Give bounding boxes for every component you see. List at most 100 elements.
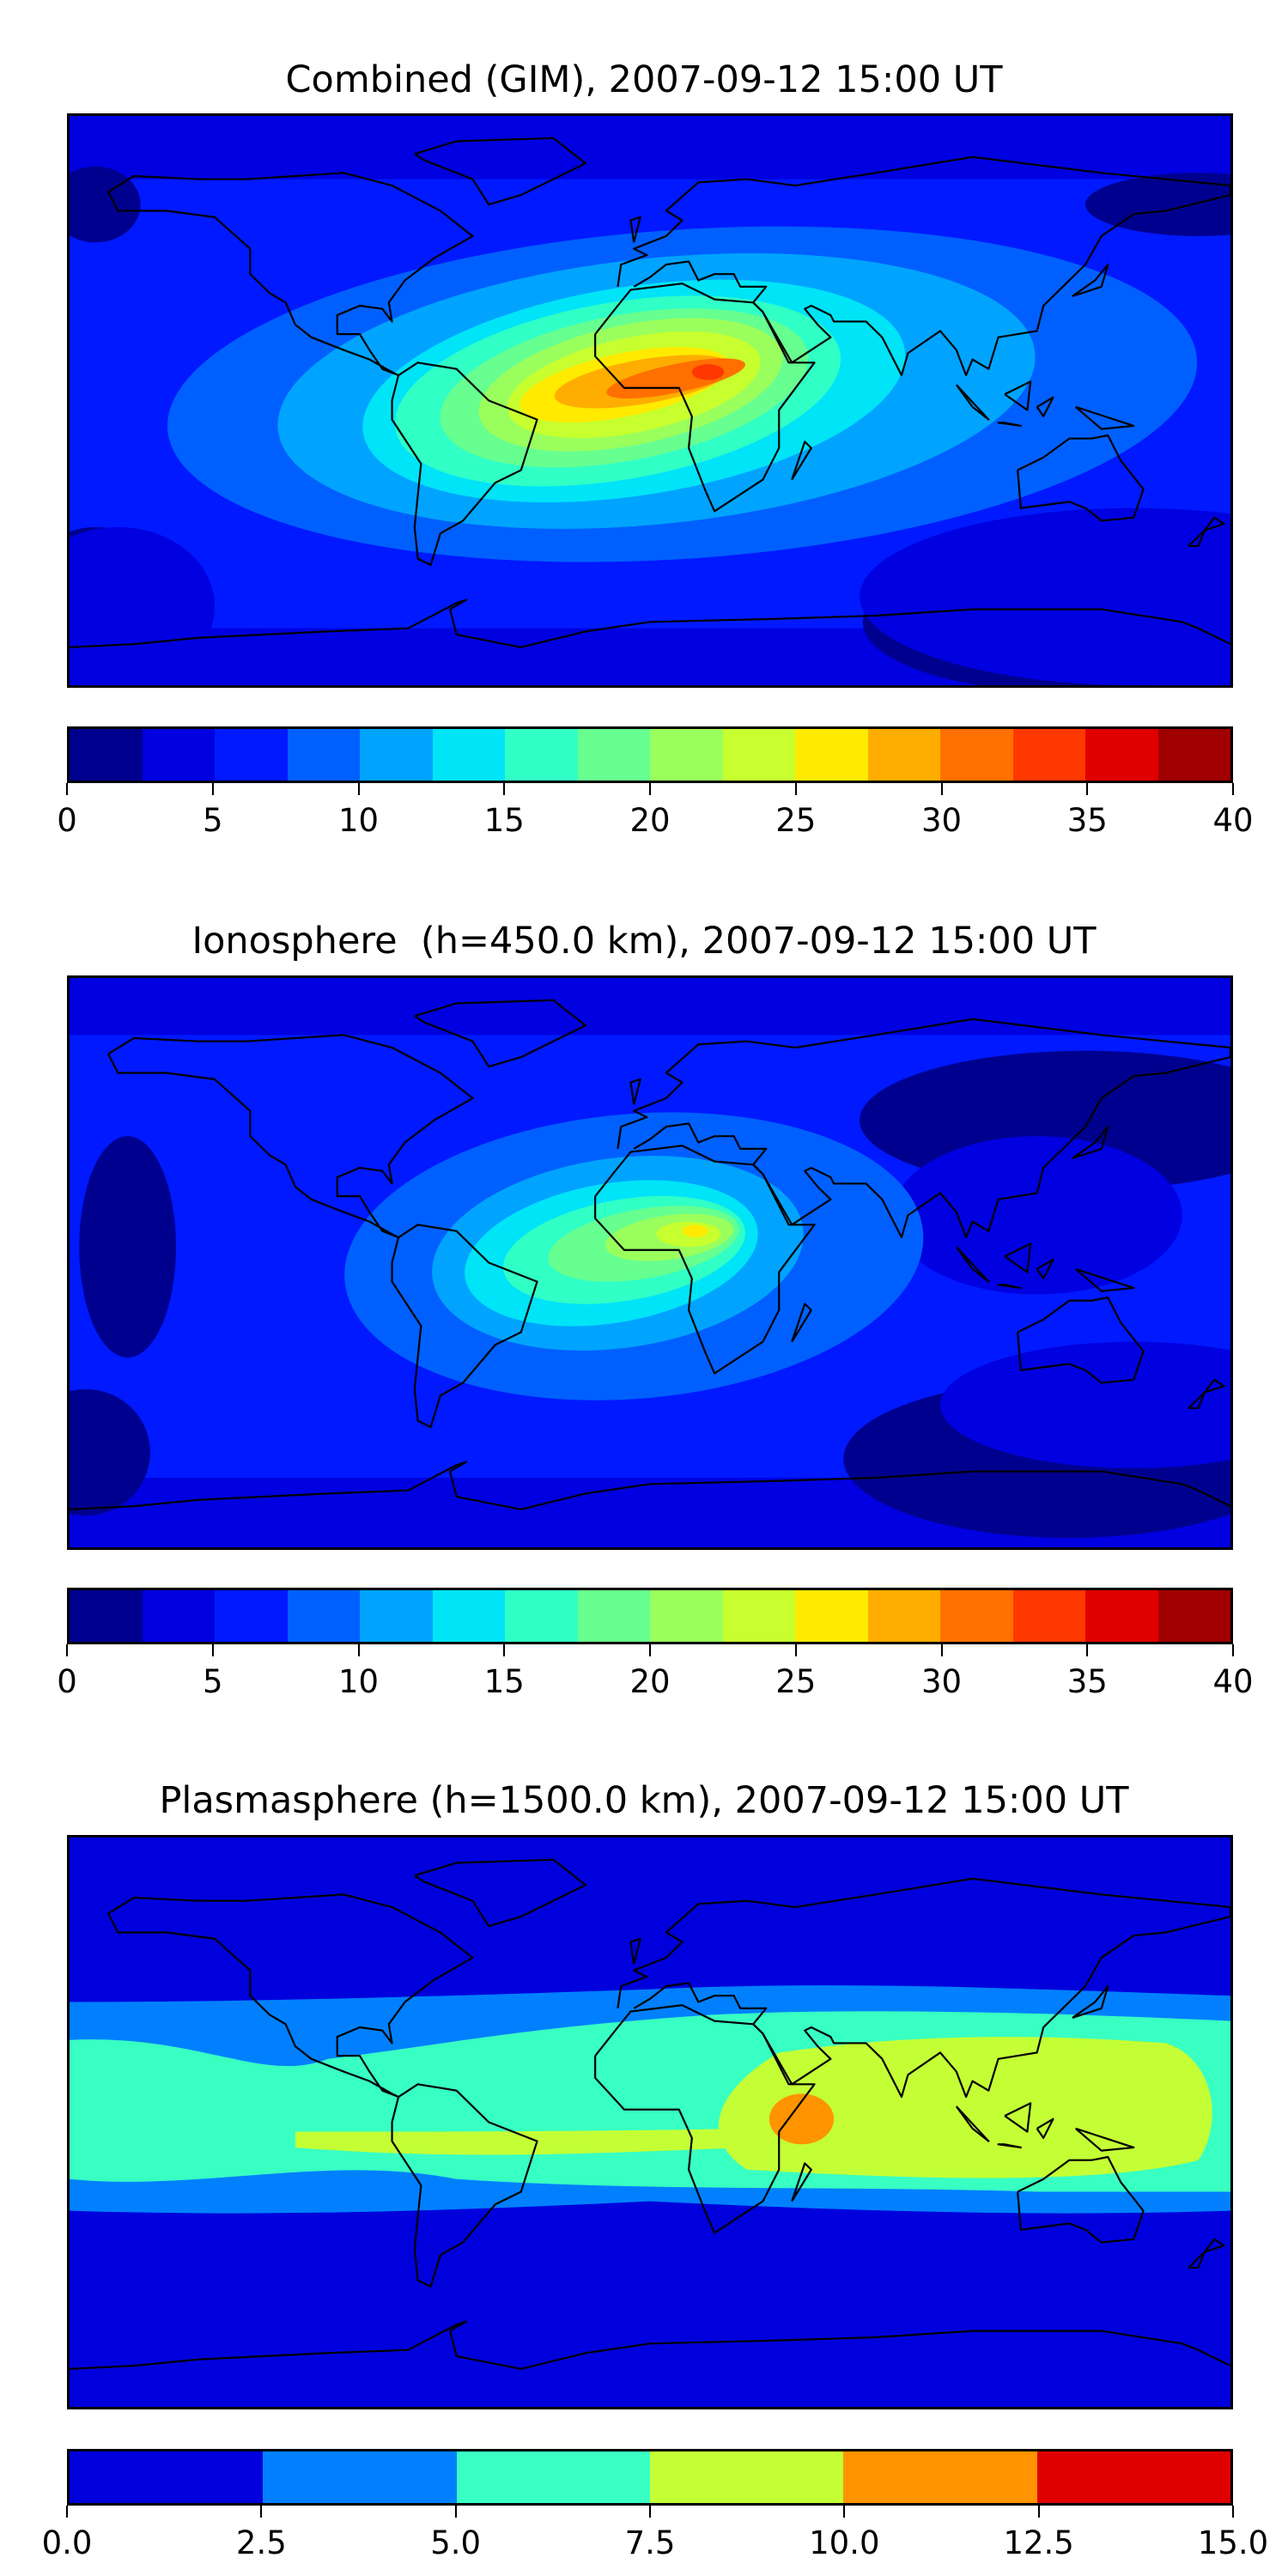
- colorbar-segment: [795, 1590, 868, 1642]
- coastline: [392, 1224, 538, 1427]
- colorbar-tick-label: 10: [337, 1663, 380, 1700]
- coastline: [1005, 1243, 1030, 1272]
- coastline: [1076, 2129, 1134, 2151]
- colorbar-ticks-combined: 0 5 10 15 20 25 30 35 40: [57, 783, 1254, 852]
- colorbar-tick: [1086, 783, 1089, 795]
- coastline: [1205, 2239, 1224, 2252]
- colorbar-tick-label: 20: [629, 802, 671, 839]
- colorbar-tick: [357, 1644, 360, 1656]
- colorbar-tick-label: 5.0: [430, 2524, 482, 2561]
- colorbar-tick: [454, 2506, 457, 2518]
- coastline: [392, 362, 538, 565]
- coastline: [999, 2144, 1021, 2148]
- colorbar-segment: [505, 729, 578, 781]
- coastline: [1018, 2157, 1143, 2242]
- colorbar-tick-label: 30: [920, 802, 963, 839]
- colorbar-tick: [66, 783, 68, 795]
- colorbar-segment: [940, 1590, 1013, 1642]
- contour-band-level-0: [70, 166, 141, 243]
- coastline: [630, 217, 640, 242]
- colorbar-segment: [867, 1590, 940, 1642]
- colorbar-tick-label: 20: [629, 1663, 671, 1700]
- colorbar-tick-label: 7.5: [624, 2524, 676, 2561]
- coastline: [1037, 2119, 1054, 2138]
- colorbar-tick-label: 15.0: [1197, 2524, 1269, 2561]
- colorbar-segment: [287, 1590, 360, 1642]
- coastline: [70, 1462, 1230, 1510]
- colorbar-segment: [1012, 729, 1085, 781]
- contour-band-level-0: [70, 1388, 150, 1516]
- coastline: [617, 1879, 1230, 2097]
- contour-band-level-3: [295, 2128, 747, 2155]
- colorbar-segment: [577, 1590, 650, 1642]
- colorbar-segment: [142, 1590, 215, 1642]
- coastline: [999, 422, 1021, 426]
- colorbar-tick-label: 15: [483, 802, 525, 839]
- colorbar-segment: [795, 729, 868, 781]
- colorbar-tick: [1232, 2506, 1234, 2518]
- coastline: [108, 1894, 472, 2097]
- colorbar-segment: [1036, 2451, 1230, 2503]
- colorbar-tick-label: 2.5: [235, 2524, 287, 2561]
- colorbar-segment: [1012, 1590, 1085, 1642]
- colorbar-segment: [649, 2451, 844, 2503]
- coastline: [1072, 1127, 1108, 1158]
- map-plasmasphere: [67, 1835, 1233, 2409]
- colorbar-ticks-plasmasphere: 0.0 2.5 5.0 7.5 10.0 12.5 15.0: [42, 2506, 1268, 2574]
- colorbar-segment: [1085, 1590, 1158, 1642]
- coastline: [957, 385, 989, 420]
- colorbar-tick-label: 25: [775, 1663, 817, 1700]
- colorbar-tick-label: 10: [337, 802, 380, 839]
- colorbar-tick: [649, 1644, 651, 1656]
- colorbar-segment: [456, 2451, 650, 2503]
- coastline: [630, 1939, 640, 1964]
- coastline: [595, 1145, 814, 1373]
- colorbar-segment: [1157, 729, 1230, 781]
- chart-title-plasmasphere: Plasmasphere (h=1500.0 km), 2007-09-12 1…: [159, 1779, 1129, 1822]
- colorbar-segment: [360, 729, 433, 781]
- coastline: [108, 173, 472, 375]
- colorbar-segment: [70, 2451, 264, 2503]
- coastline: [792, 2163, 811, 2201]
- colorbar-tick: [260, 2506, 263, 2518]
- colorbar-tick-label: 35: [1066, 802, 1108, 839]
- colorbar-tick-label: 35: [1066, 1663, 1108, 1700]
- colorbar-combined: [67, 726, 1233, 783]
- contour-band-level-1: [70, 116, 1230, 179]
- colorbar-tick-label: 0: [57, 1663, 77, 1700]
- contour-band-level-1: [940, 1341, 1230, 1468]
- coastline: [1037, 1260, 1054, 1279]
- colorbar-segment: [432, 729, 505, 781]
- coastline: [1005, 381, 1030, 410]
- colorbar-tick: [940, 1644, 943, 1656]
- colorbar-tick: [211, 783, 214, 795]
- colorbar-tick-label: 0.0: [41, 2524, 93, 2561]
- contour-band-level-4: [769, 2093, 835, 2145]
- coastline: [792, 1303, 811, 1341]
- coastline: [999, 1285, 1021, 1288]
- colorbar-segment: [263, 2451, 457, 2503]
- map-ionosphere: [67, 975, 1233, 1550]
- coastline: [1188, 531, 1205, 546]
- coastline: [630, 1079, 640, 1104]
- contour-band-level-1: [860, 507, 1230, 685]
- coastline: [70, 2322, 1230, 2369]
- colorbar-tick: [1232, 783, 1234, 795]
- contour-map-ionosphere: [70, 978, 1230, 1547]
- colorbar-segment: [70, 729, 143, 781]
- coastline: [1076, 1269, 1134, 1291]
- colorbar-tick: [66, 1644, 68, 1656]
- coastline: [1205, 1380, 1224, 1393]
- colorbar-tick-label: 12.5: [1003, 2524, 1074, 2561]
- coastline: [595, 283, 814, 511]
- coastline: [1018, 1297, 1143, 1382]
- colorbar-segment: [867, 729, 940, 781]
- coastline: [1188, 1393, 1205, 1408]
- coastline: [617, 1019, 1230, 1237]
- colorbar-tick-label: 25: [775, 802, 817, 839]
- colorbar-segment: [577, 729, 650, 781]
- colorbar-tick-label: 0: [57, 802, 77, 839]
- colorbar-segment: [432, 1590, 505, 1642]
- colorbar-tick-label: 5: [202, 802, 223, 839]
- colorbar-tick-label: 40: [1212, 802, 1254, 839]
